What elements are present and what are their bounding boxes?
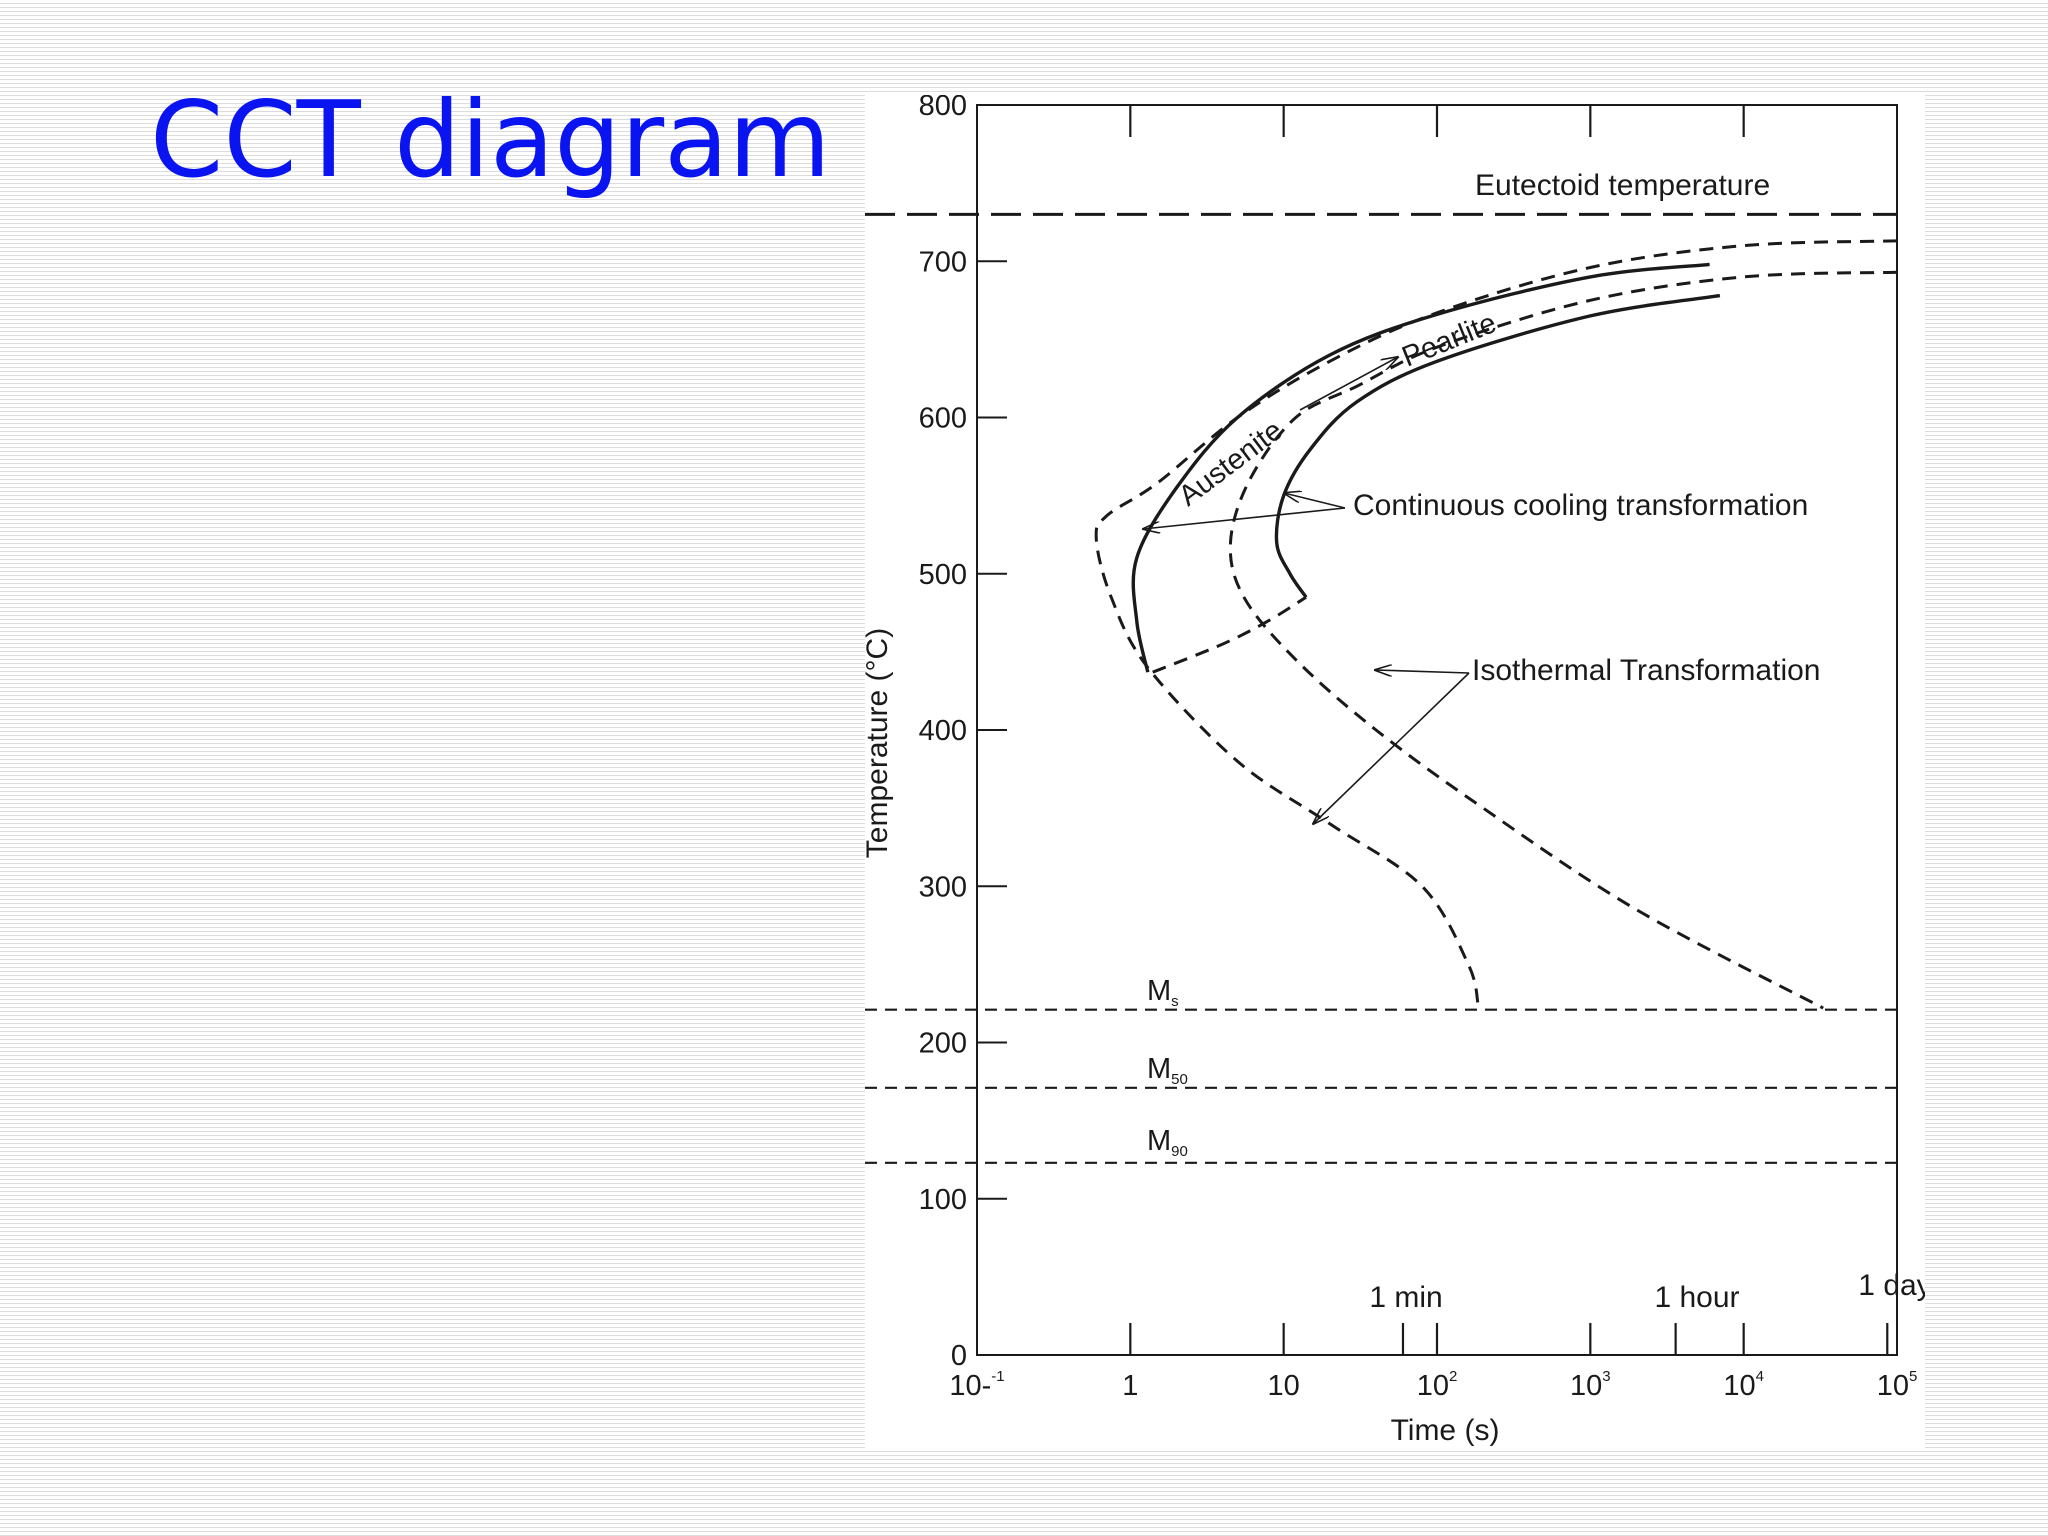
- chart-panel: 0 100 200 300 400 500 600 700 800 10--1 1 10 102 103 1…: [865, 95, 1925, 1450]
- austenite-label: Austenite: [1173, 414, 1289, 512]
- x-tick-label: 10: [1268, 1370, 1300, 1402]
- series-line: [1094, 239, 1898, 1004]
- x-tick-label: 103: [1570, 1368, 1611, 1402]
- cct-arrow-outer: [1143, 507, 1346, 529]
- series-line: [1274, 293, 1721, 599]
- x-tick-label: 1: [1122, 1370, 1138, 1402]
- x-tick-label: 102: [1417, 1368, 1458, 1402]
- cct-arrow-inner: [1284, 493, 1346, 509]
- m50-label: M50: [1147, 1053, 1188, 1088]
- isothermal-arrow-lower: [1313, 672, 1470, 824]
- cct-chart: 0 100 200 300 400 500 600 700 800 10--1 1 10 102 103 1…: [865, 95, 1925, 1447]
- marker-1-day: 1 day: [1858, 1269, 1925, 1302]
- pearlite-arrow: [1299, 357, 1398, 411]
- cct-annotation: Continuous cooling transformation: [1353, 489, 1808, 522]
- y-tick-label: 700: [919, 246, 967, 278]
- y-tick-label: 600: [919, 403, 967, 435]
- y-tick-label: 400: [919, 715, 967, 747]
- marker-1-min: 1 min: [1369, 1281, 1442, 1314]
- m90-label: M90: [1147, 1125, 1188, 1160]
- m90-label-main: M: [1147, 1125, 1171, 1157]
- series-line: [1152, 595, 1307, 674]
- series-line: [1228, 270, 1898, 1010]
- m90-label-sub: 90: [1171, 1143, 1188, 1160]
- m50-label-sub: 50: [1171, 1071, 1188, 1088]
- marker-1-hour: 1 hour: [1654, 1281, 1739, 1314]
- slide-title: CCT diagram: [150, 79, 831, 201]
- y-tick-label: 300: [919, 871, 967, 903]
- x-tick-label: 104: [1723, 1368, 1764, 1402]
- pearlite-label: Pearlite: [1398, 307, 1501, 374]
- y-axis-label: Temperature (°C): [865, 628, 894, 858]
- ms-label-sub: s: [1171, 993, 1179, 1010]
- isothermal-annotation: Isothermal Transformation: [1472, 654, 1820, 687]
- eutectoid-label: Eutectoid temperature: [1475, 169, 1770, 202]
- x-tick-label: 10--1: [949, 1368, 1004, 1402]
- series-line: [1131, 262, 1710, 673]
- y-tick-label: 200: [919, 1028, 967, 1060]
- y-tick-label: 0: [951, 1340, 967, 1372]
- ms-label: Ms: [1147, 975, 1179, 1010]
- y-tick-label: 500: [919, 559, 967, 591]
- y-tick-label: 100: [919, 1184, 967, 1216]
- isothermal-arrow-upper: [1375, 670, 1470, 673]
- y-tick-label: 800: [919, 95, 967, 122]
- ms-label-main: M: [1147, 975, 1171, 1007]
- x-axis-label: Time (s): [1391, 1414, 1500, 1447]
- plot-frame: [976, 104, 1898, 1356]
- x-tick-label: 105: [1877, 1368, 1918, 1402]
- m50-label-main: M: [1147, 1053, 1171, 1085]
